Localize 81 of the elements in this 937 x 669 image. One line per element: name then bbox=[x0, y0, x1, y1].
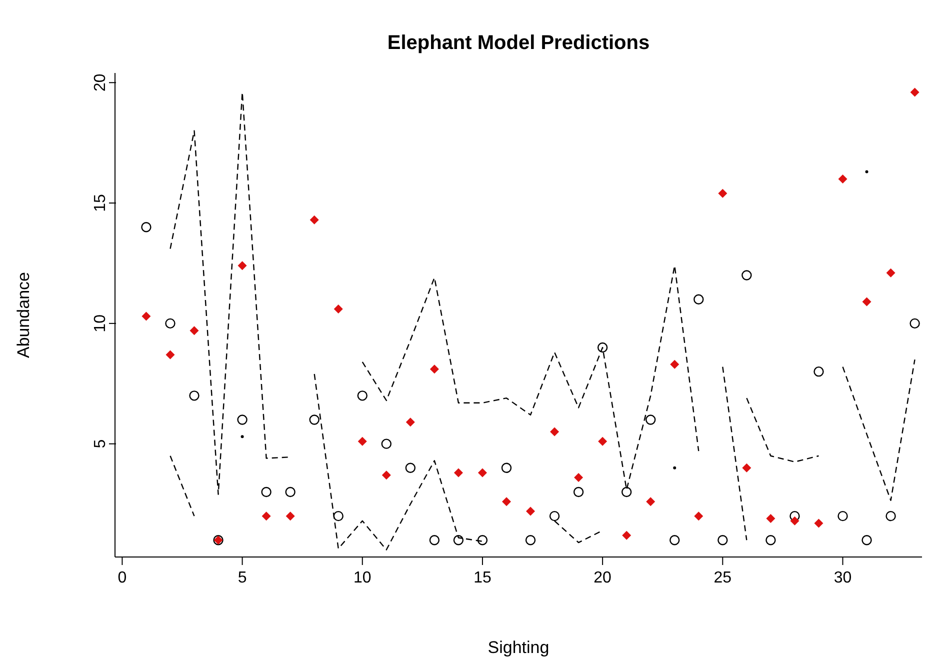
point bbox=[526, 506, 536, 516]
point bbox=[142, 312, 151, 321]
point bbox=[718, 535, 728, 546]
point bbox=[646, 414, 656, 425]
point bbox=[238, 261, 247, 270]
point bbox=[358, 436, 367, 446]
point bbox=[525, 535, 536, 546]
point bbox=[454, 468, 463, 478]
point bbox=[742, 270, 752, 280]
point bbox=[406, 418, 415, 427]
point bbox=[550, 427, 560, 436]
point bbox=[573, 486, 584, 498]
point bbox=[382, 470, 391, 480]
point bbox=[718, 188, 728, 198]
y-tick-label: 10 bbox=[92, 314, 109, 332]
point bbox=[670, 535, 680, 546]
point bbox=[549, 510, 560, 522]
point bbox=[646, 497, 656, 506]
x-tick-label: 10 bbox=[353, 569, 372, 586]
point bbox=[670, 360, 680, 369]
point bbox=[742, 463, 752, 472]
point bbox=[310, 215, 319, 224]
point bbox=[429, 535, 440, 546]
point bbox=[622, 530, 632, 540]
point bbox=[190, 326, 199, 336]
point bbox=[240, 435, 244, 438]
point bbox=[285, 486, 296, 498]
y-axis-title: Abundance bbox=[14, 272, 34, 358]
point bbox=[453, 535, 464, 546]
x-tick-label: 30 bbox=[834, 569, 852, 586]
x-tick-label: 15 bbox=[474, 569, 492, 586]
point bbox=[334, 304, 343, 314]
y-tick-label: 15 bbox=[92, 194, 109, 212]
point bbox=[886, 510, 896, 522]
point bbox=[597, 342, 608, 353]
point bbox=[166, 350, 175, 360]
x-axis-title: Sighting bbox=[486, 638, 550, 658]
point bbox=[910, 318, 920, 329]
point bbox=[478, 468, 487, 478]
point bbox=[237, 414, 248, 425]
point bbox=[790, 516, 800, 526]
point bbox=[694, 294, 704, 304]
x-tick-label: 20 bbox=[594, 569, 612, 586]
point bbox=[189, 390, 200, 401]
point bbox=[141, 222, 152, 232]
point bbox=[838, 510, 848, 522]
y-tick-label: 20 bbox=[92, 74, 109, 92]
x-tick-label: 25 bbox=[714, 569, 732, 586]
chart-title: Elephant Model Predictions bbox=[386, 32, 651, 55]
x-tick-label: 5 bbox=[238, 569, 247, 586]
point bbox=[598, 436, 608, 446]
point bbox=[862, 535, 872, 546]
point bbox=[621, 486, 632, 498]
point bbox=[838, 174, 848, 184]
point bbox=[766, 535, 776, 546]
point bbox=[910, 88, 920, 97]
point bbox=[477, 535, 488, 546]
point bbox=[673, 466, 676, 470]
point bbox=[309, 414, 320, 425]
y-tick-label: 5 bbox=[92, 439, 109, 448]
point bbox=[886, 268, 896, 278]
point bbox=[766, 514, 776, 523]
point bbox=[381, 438, 392, 449]
point bbox=[501, 462, 512, 474]
point bbox=[430, 364, 439, 374]
point bbox=[790, 510, 800, 522]
point bbox=[405, 462, 416, 474]
point bbox=[261, 486, 272, 498]
point bbox=[862, 297, 872, 306]
point bbox=[165, 318, 176, 329]
point bbox=[502, 497, 511, 506]
point bbox=[357, 390, 368, 401]
point bbox=[286, 512, 295, 521]
point bbox=[814, 366, 824, 377]
x-tick-label: 0 bbox=[118, 569, 127, 586]
point bbox=[574, 473, 584, 482]
point bbox=[814, 518, 824, 528]
point bbox=[262, 512, 271, 521]
point bbox=[694, 512, 704, 521]
point bbox=[333, 510, 344, 522]
point bbox=[865, 170, 868, 174]
